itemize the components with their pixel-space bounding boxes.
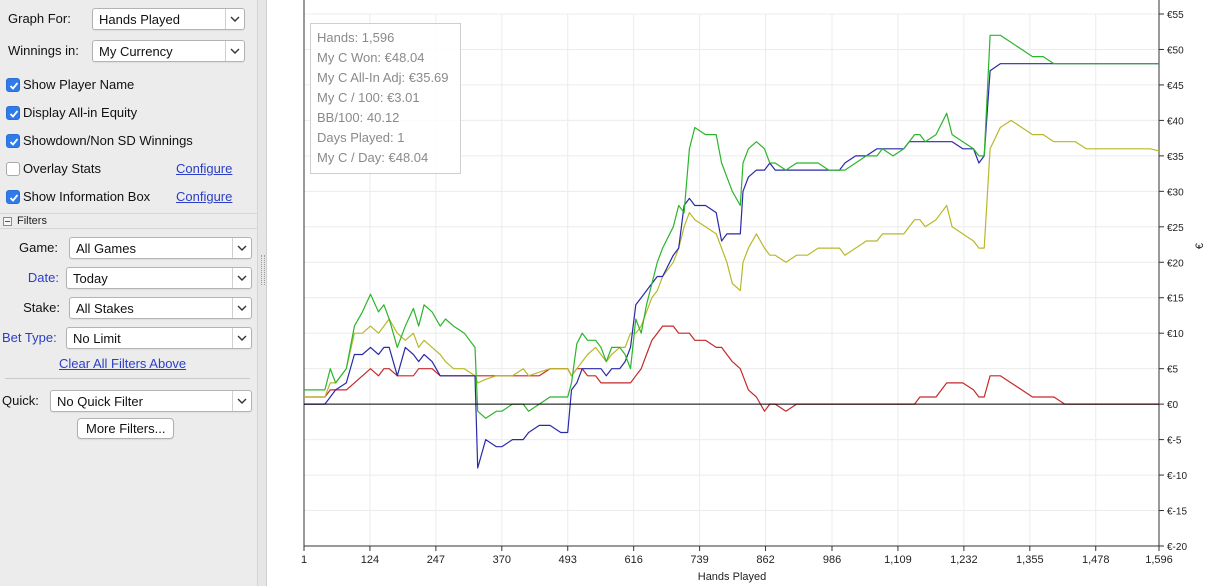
chart-tick-labels: 1 124 247 370 493 616 739 862 986 1,109 1,232 1,355… (301, 10, 1188, 566)
won-series-line (304, 34, 1159, 419)
chevron-down-icon (232, 391, 251, 411)
y-tick-label: €15 (1167, 294, 1184, 305)
more-filters-button[interactable]: More Filters... (77, 418, 175, 439)
winnings-in-select[interactable]: My Currency (92, 40, 245, 62)
y-tick-label: €35 (1167, 152, 1184, 163)
x-tick-label: 1 (301, 554, 307, 566)
stake-filter-select[interactable]: All Stakes (69, 297, 252, 319)
graph-for-value: Hands Played (99, 12, 180, 27)
stake-filter-label: Stake: (23, 300, 60, 315)
x-tick-label: 1,478 (1082, 554, 1110, 566)
y-tick-label: €30 (1167, 187, 1184, 198)
info-per-100: My C / 100: €3.01 (317, 90, 420, 105)
all-in-adj-series-line (304, 119, 1160, 398)
information-box-configure-link[interactable]: Configure (176, 189, 233, 204)
x-tick-label: 493 (559, 554, 577, 566)
date-filter-value: Today (73, 271, 108, 286)
date-filter-select[interactable]: Today (66, 267, 252, 289)
info-per-day: My C / Day: €48.04 (317, 150, 429, 165)
y-tick-label: €-10 (1167, 471, 1187, 482)
x-tick-label: 1,232 (950, 554, 978, 566)
x-tick-label: 862 (756, 554, 774, 566)
chevron-down-icon (225, 9, 244, 29)
y-tick-label: €25 (1167, 223, 1184, 234)
y-tick-label: €-5 (1167, 436, 1182, 447)
info-won: My C Won: €48.04 (317, 50, 425, 65)
y-tick-label: €-15 (1167, 507, 1187, 518)
overlay-stats-label: Overlay Stats (23, 161, 102, 176)
chart-axes (303, 0, 1164, 551)
x-tick-label: 1,355 (1016, 554, 1044, 566)
information-box: Hands: 1,596 My C Won: €48.04 My C All-I… (310, 23, 461, 174)
x-tick-label: 247 (427, 554, 445, 566)
x-tick-label: 124 (361, 554, 379, 566)
winnings-in-value: My Currency (99, 44, 173, 59)
splitter-grip-icon[interactable] (261, 255, 265, 285)
divider (5, 378, 250, 379)
info-days-played: Days Played: 1 (317, 130, 405, 145)
bet-type-filter-value: No Limit (73, 331, 121, 346)
filters-section-header[interactable]: Filters (0, 213, 257, 229)
y-tick-label: €20 (1167, 258, 1184, 269)
quick-filter-label: Quick: (2, 393, 39, 408)
graph-for-label: Graph For: (8, 11, 71, 26)
game-filter-label: Game: (18, 240, 58, 255)
y-tick-label: €5 (1167, 365, 1179, 376)
chevron-down-icon (232, 328, 251, 348)
game-filter-value: All Games (76, 241, 136, 256)
winnings-chart: 1 124 247 370 493 616 739 862 986 1,109 1,232 1,355… (301, 0, 1206, 583)
y-tick-label: €45 (1167, 81, 1184, 92)
show-player-name-label: Show Player Name (23, 77, 135, 92)
filters-header-label: Filters (17, 215, 47, 227)
quick-filter-value: No Quick Filter (57, 394, 143, 409)
y-tick-label: €55 (1167, 10, 1184, 21)
x-tick-label: 739 (690, 554, 708, 566)
winnings-graph: 1 124 247 370 493 616 739 862 986 1,109 1,232 1,355… (267, 0, 1217, 586)
date-filter-label[interactable]: Date: (27, 270, 59, 285)
overlay-stats-configure-link[interactable]: Configure (176, 161, 233, 176)
y-tick-label: €0 (1167, 400, 1179, 411)
display-all-in-equity-label: Display All-in Equity (23, 105, 138, 120)
x-axis-label: Hands Played (698, 571, 767, 583)
x-tick-label: 1,109 (884, 554, 912, 566)
checkbox-checked-icon (6, 190, 20, 204)
winnings-in-label: Winnings in: (8, 43, 79, 58)
checkbox-checked-icon (6, 106, 20, 120)
panel-splitter[interactable] (257, 0, 267, 586)
quick-filter-select[interactable]: No Quick Filter (50, 390, 252, 412)
info-all-in-adj: My C All-In Adj: €35.69 (317, 70, 449, 85)
x-tick-label: 1,596 (1145, 554, 1173, 566)
y-axis-label: € (1194, 243, 1206, 249)
chevron-down-icon (232, 238, 251, 258)
chevron-down-icon (232, 268, 251, 288)
checkbox-checked-icon (6, 134, 20, 148)
y-tick-label: €10 (1167, 329, 1184, 340)
checkbox-unchecked-icon (6, 162, 20, 176)
collapse-icon[interactable] (3, 217, 12, 226)
stake-filter-value: All Stakes (76, 301, 134, 316)
y-tick-label: €50 (1167, 45, 1184, 56)
chevron-down-icon (232, 298, 251, 318)
graph-options-panel: Graph For: Hands Played Winnings in: My … (0, 0, 257, 586)
info-hands: Hands: 1,596 (317, 30, 395, 45)
chevron-down-icon (225, 41, 244, 61)
bet-type-filter-label[interactable]: Bet Type: (2, 330, 57, 345)
info-bb-100: BB/100: 40.12 (317, 110, 400, 125)
showdown-winnings-label: Showdown/Non SD Winnings (23, 133, 193, 148)
x-tick-label: 986 (823, 554, 841, 566)
y-tick-label: €40 (1167, 116, 1184, 127)
bet-type-filter-select[interactable]: No Limit (66, 327, 252, 349)
show-information-box-label: Show Information Box (23, 189, 151, 204)
game-filter-select[interactable]: All Games (69, 237, 252, 259)
checkbox-checked-icon (6, 78, 20, 92)
chart-series (304, 34, 1160, 469)
x-tick-label: 616 (624, 554, 642, 566)
y-tick-label: €-20 (1167, 542, 1187, 553)
showdown-series-line (304, 63, 1159, 469)
x-tick-label: 370 (493, 554, 511, 566)
graph-for-select[interactable]: Hands Played (92, 8, 245, 30)
clear-all-filters-link[interactable]: Clear All Filters Above (59, 356, 187, 371)
